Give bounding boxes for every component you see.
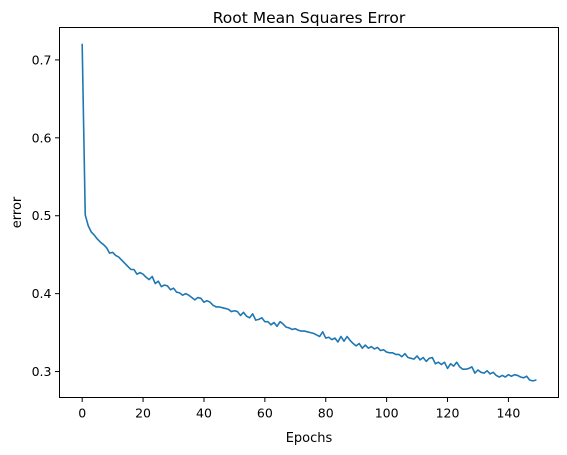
x-axis-label: Epochs (286, 431, 333, 446)
x-tick-label: 20 (135, 406, 151, 421)
x-tick-label: 120 (436, 406, 460, 421)
chart-title: Root Mean Squares Error (213, 9, 406, 27)
x-axis-ticks: 0 20 40 60 80 100 120 140 (78, 397, 520, 421)
x-tick-label: 80 (318, 406, 334, 421)
x-tick-label: 140 (496, 406, 520, 421)
x-tick-label: 100 (375, 406, 399, 421)
series-line-rmse (81, 43, 537, 382)
y-axis-ticks: 0.3 0.4 0.5 0.6 0.7 (32, 52, 60, 379)
plot-area (81, 43, 537, 382)
y-tick-label: 0.6 (32, 130, 52, 145)
x-tick-label: 0 (78, 406, 86, 421)
y-tick-label: 0.7 (32, 52, 52, 67)
x-tick-label: 60 (257, 406, 273, 421)
y-tick-label: 0.5 (32, 208, 52, 223)
y-axis-label: error (10, 196, 25, 228)
x-tick-label: 40 (196, 406, 212, 421)
y-tick-label: 0.4 (32, 286, 52, 301)
y-tick-label: 0.3 (32, 364, 52, 379)
axes-frame (59, 27, 559, 398)
